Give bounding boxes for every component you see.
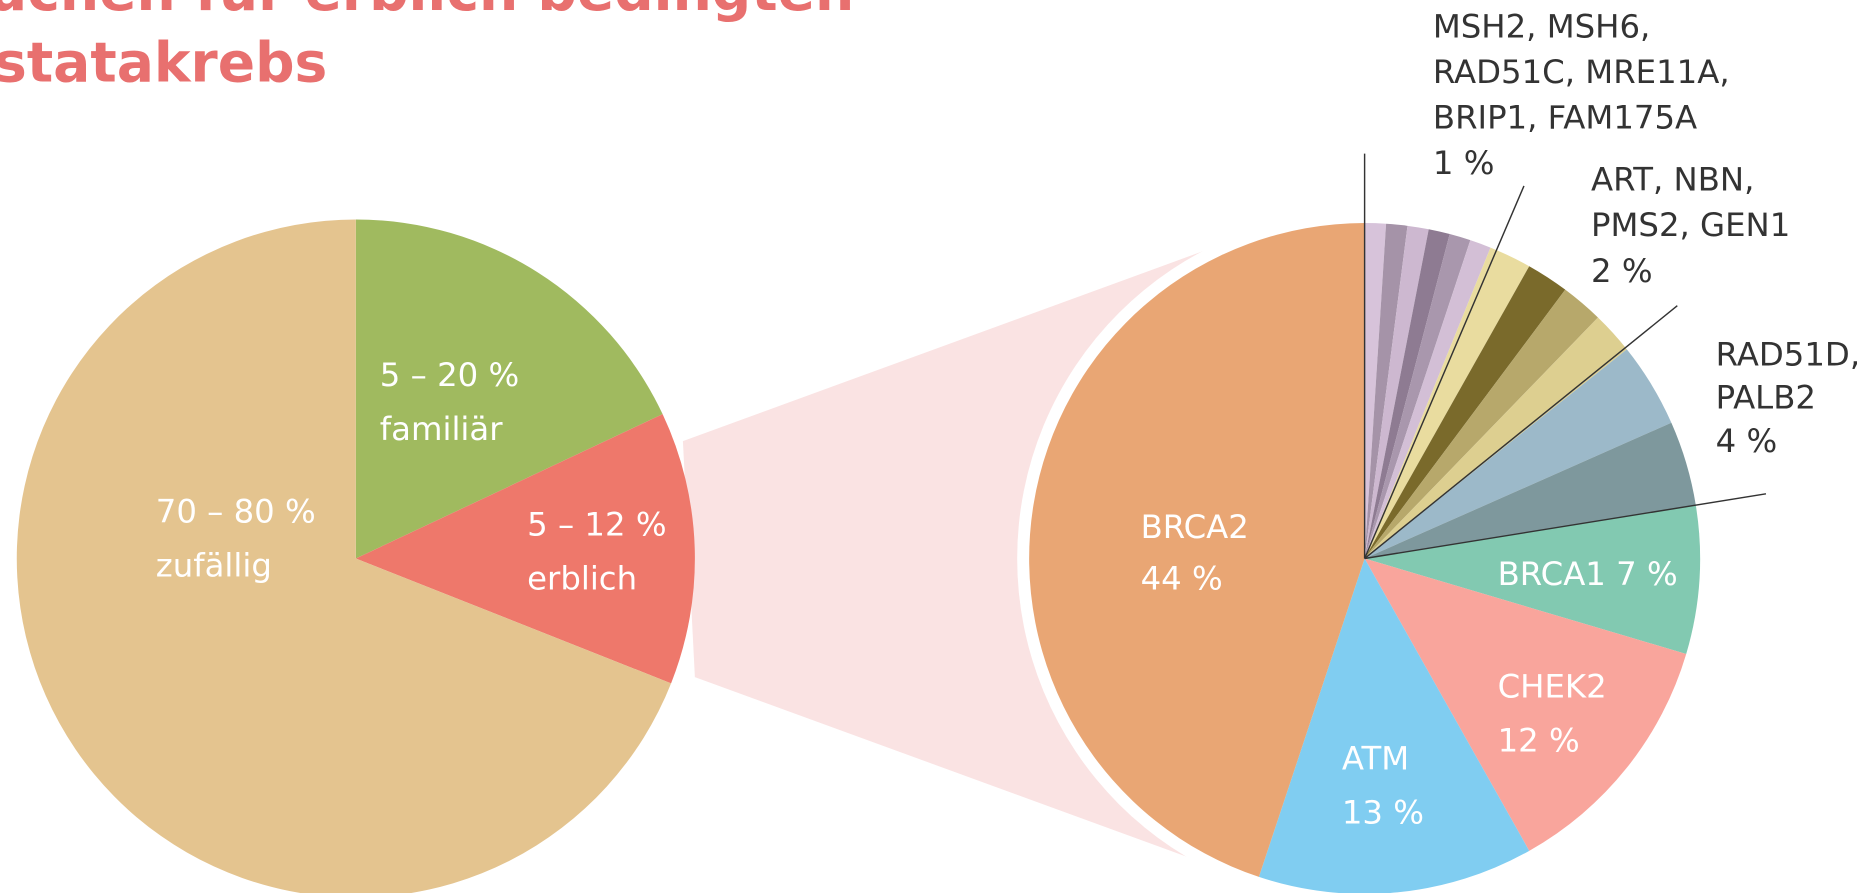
slice-label: PMS2, GEN1 bbox=[1591, 206, 1790, 244]
pie-slice bbox=[355, 414, 695, 684]
pie-slice bbox=[1364, 223, 1387, 559]
slice-label: PALB2 bbox=[1716, 379, 1816, 417]
slice-label: BRIP1, FAM175A bbox=[1433, 98, 1697, 136]
chart-title: uchen für erblich bedingten bbox=[0, 0, 854, 23]
slice-label: CHEK2 bbox=[1498, 667, 1607, 705]
slice-label: 2 % bbox=[1591, 252, 1653, 290]
chart-title: statakrebs bbox=[0, 31, 327, 95]
pie-slice bbox=[1364, 289, 1598, 559]
slice-label: 1 % bbox=[1433, 144, 1495, 182]
pie-slice bbox=[1364, 558, 1687, 851]
slice-label: 70 – 80 % bbox=[156, 493, 316, 531]
slice-label: RAD51C, MRE11A, bbox=[1433, 53, 1730, 91]
pie-slice bbox=[1029, 223, 1365, 877]
pie-slice bbox=[1364, 223, 1408, 559]
slice-name: familiär bbox=[380, 410, 503, 448]
pie-slice bbox=[1364, 234, 1471, 559]
pie-slice bbox=[1364, 349, 1672, 559]
slice-label: 12 % bbox=[1498, 721, 1580, 759]
slice-label: 5 – 12 % bbox=[527, 506, 666, 544]
pie-slice bbox=[1364, 266, 1566, 559]
pie-slice bbox=[1364, 225, 1429, 559]
slice-label: ATM bbox=[1342, 739, 1409, 777]
pie-slice bbox=[1364, 240, 1491, 559]
pie-slice bbox=[1364, 229, 1450, 559]
slice-label: 44 % bbox=[1141, 560, 1223, 598]
slice-label: BRCA2 bbox=[1141, 508, 1249, 546]
pie-slice bbox=[1364, 317, 1627, 559]
slice-label: RAD51D, bbox=[1716, 336, 1860, 374]
pie-slice bbox=[16, 219, 672, 893]
slice-label: 4 % bbox=[1716, 422, 1778, 460]
leader-line bbox=[1364, 305, 1678, 560]
leader-line bbox=[1363, 185, 1525, 559]
slice-label: MSH2, MSH6, bbox=[1433, 7, 1650, 45]
pie-slice bbox=[1258, 558, 1530, 893]
slice-name: erblich bbox=[527, 560, 637, 598]
slice-name: zufällig bbox=[156, 546, 272, 584]
slice-label: ART, NBN, bbox=[1591, 161, 1754, 199]
slice-label: 13 % bbox=[1342, 793, 1424, 831]
slice-label: BRCA1 7 % bbox=[1498, 555, 1678, 593]
pie-slice bbox=[1364, 247, 1530, 559]
pie-slice bbox=[1364, 422, 1696, 559]
slice-label: 5 – 20 % bbox=[380, 356, 519, 394]
leader-line bbox=[1364, 493, 1767, 560]
pie-slice bbox=[355, 219, 663, 559]
pie-slice bbox=[1364, 504, 1701, 654]
